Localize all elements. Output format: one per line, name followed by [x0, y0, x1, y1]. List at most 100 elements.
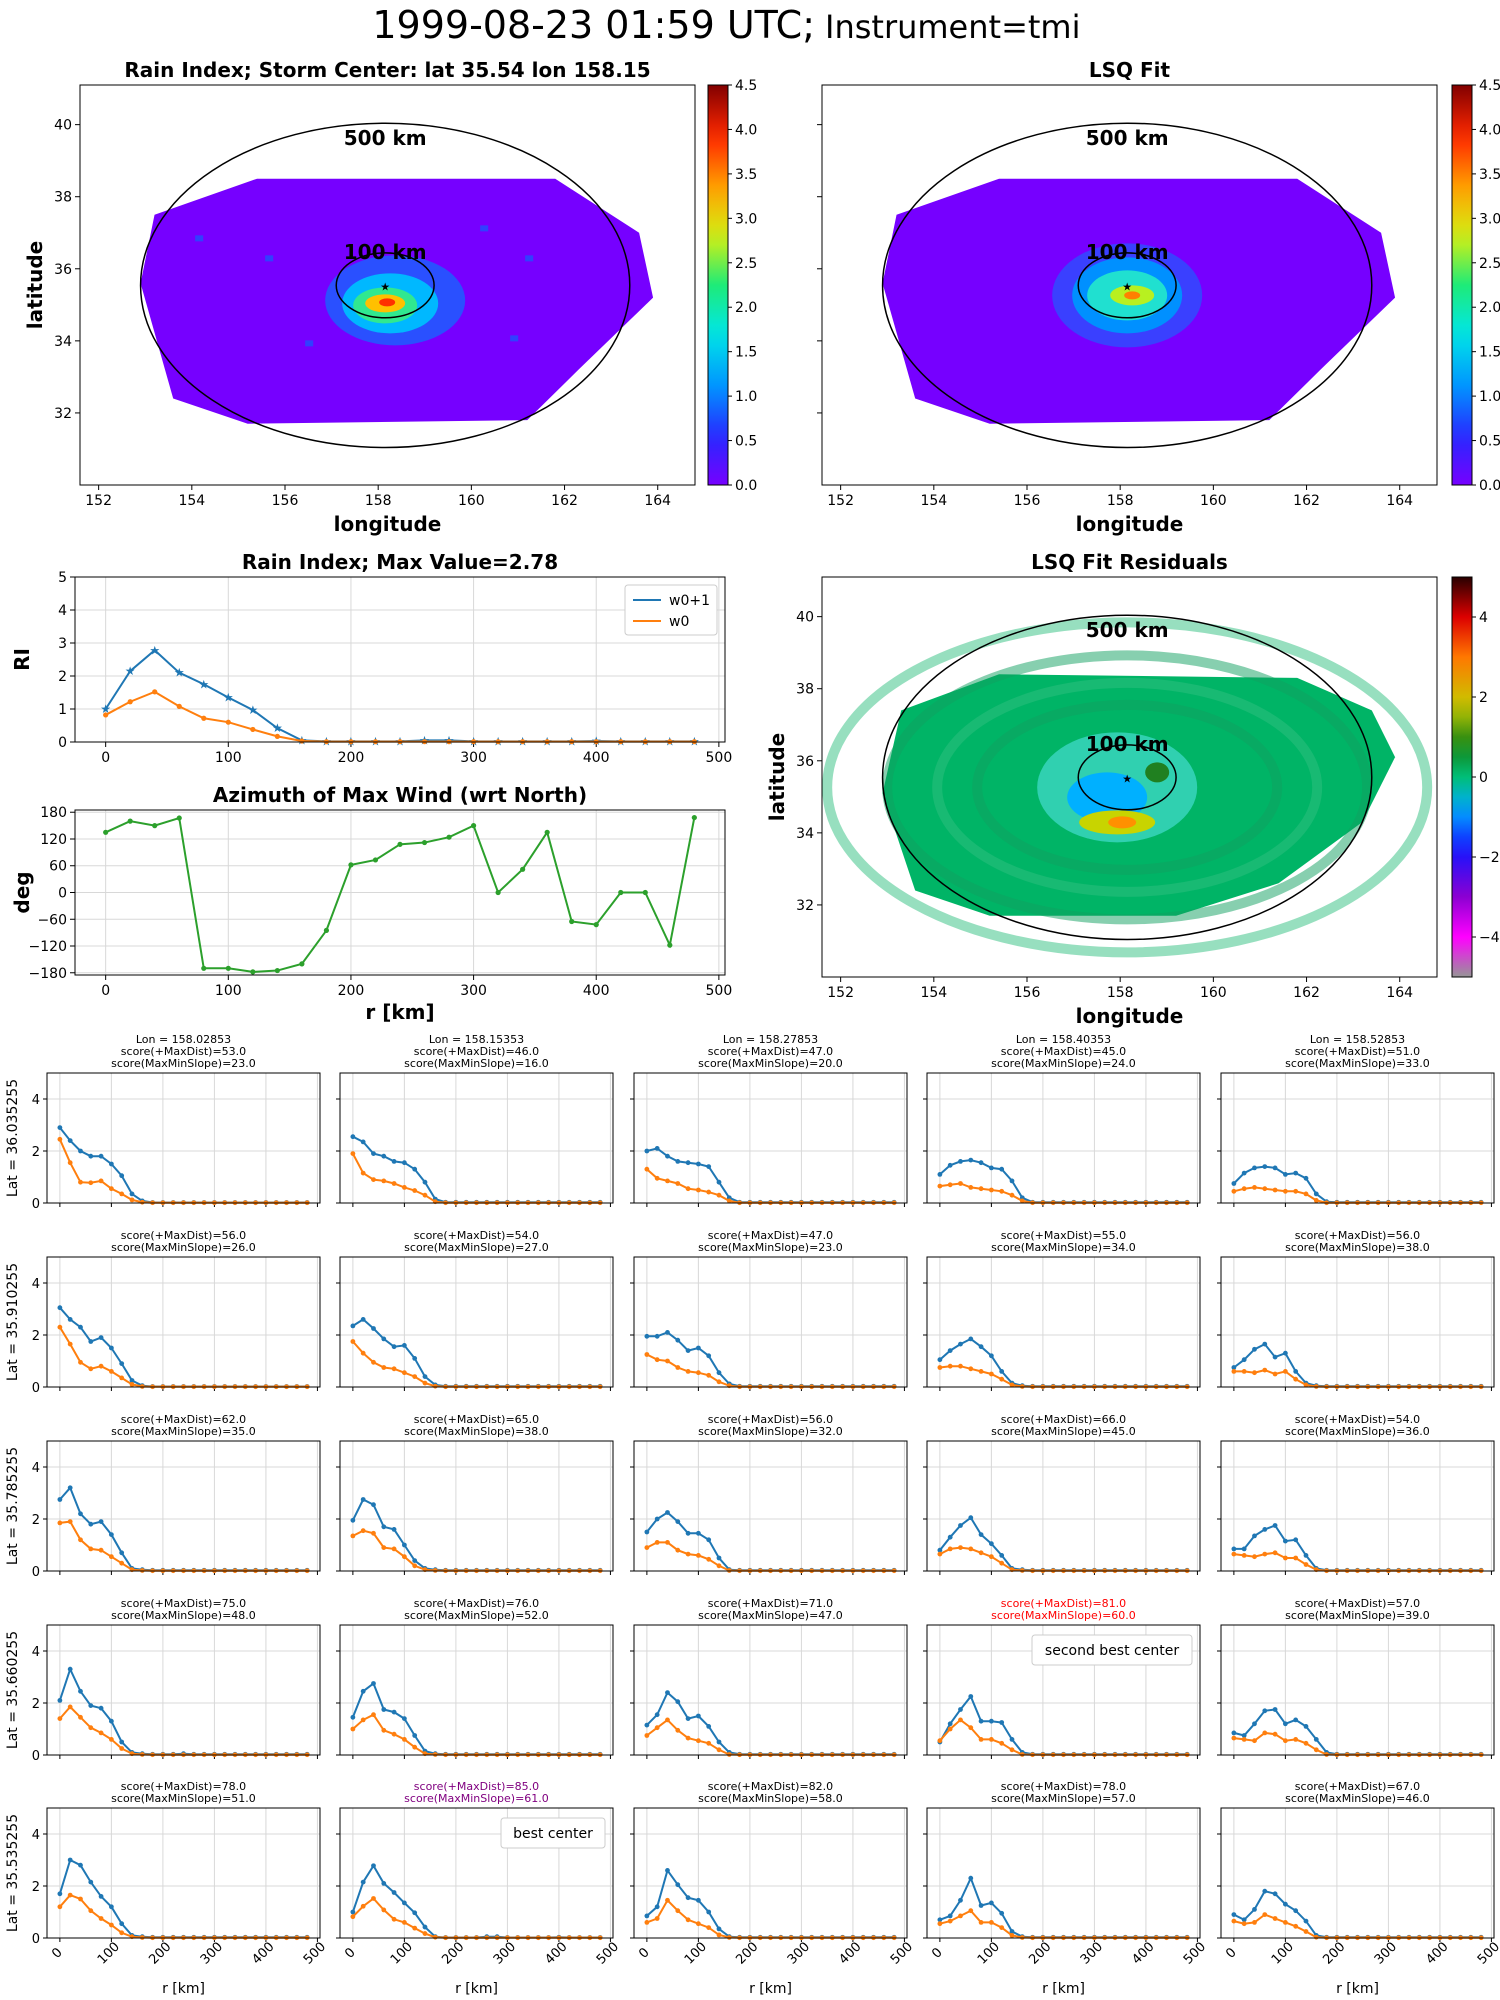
data-point [119, 1560, 125, 1566]
data-point [644, 1722, 650, 1728]
panel-score-maxdist: score(+MaxDist)=56.0 [1295, 1229, 1420, 1242]
plot-frame [339, 1072, 614, 1204]
data-point [675, 1159, 681, 1164]
plot-frame [926, 1072, 1201, 1204]
data-point [88, 1366, 94, 1372]
plot-frame [1220, 1256, 1495, 1388]
data-point [78, 1511, 83, 1517]
data-point [360, 1717, 366, 1723]
data-point [422, 1380, 428, 1386]
data-point [1303, 1175, 1309, 1181]
grid-panel: score(+MaxDist)=65.0score(MaxMinSlope)=3… [336, 1413, 614, 1575]
x-tick-label: 158 [365, 493, 392, 509]
data-point [1303, 1918, 1309, 1924]
panel-score-slope: score(MaxMinSlope)=58.0 [698, 1792, 843, 1805]
x-tick-label: 100 [215, 983, 242, 999]
data-point [978, 1344, 984, 1350]
data-point [1282, 1920, 1288, 1925]
data-point [401, 1716, 407, 1721]
data-point [1231, 1369, 1237, 1374]
data-point [1272, 1916, 1278, 1921]
data-point [1293, 1170, 1299, 1176]
x-tick-label: 500 [706, 983, 733, 999]
data-point [371, 1359, 376, 1365]
data-point [108, 1186, 114, 1192]
data-point [381, 1365, 387, 1370]
data-point [665, 1153, 670, 1159]
x-tick-label: 200 [338, 983, 365, 999]
data-point [999, 1553, 1005, 1558]
data-point [108, 1904, 114, 1910]
data-point [98, 1547, 104, 1553]
data-point [88, 1908, 94, 1914]
data-point [706, 1537, 712, 1543]
data-point [470, 823, 477, 829]
data-point [988, 1353, 994, 1359]
data-point [381, 1545, 387, 1550]
y-tick-label: 2 [32, 1513, 40, 1528]
panel-score-slope: score(MaxMinSlope)=47.0 [698, 1609, 843, 1622]
data-point [1252, 1346, 1257, 1352]
data-point [98, 1363, 104, 1369]
colorbar-tick-label: 0.0 [735, 478, 757, 494]
data-point [1293, 1908, 1299, 1914]
map-panel-2: 500 km 100 km ★ 152 154 156 158 160 162 164 32 34 36… [765, 550, 1500, 1028]
data-point [947, 1162, 953, 1168]
data-point [371, 1712, 376, 1718]
data-point [98, 1335, 104, 1340]
grid-panel: Lon = 158.15353score(+MaxDist)=46.0score… [336, 1033, 614, 1207]
rain-speck [265, 255, 274, 262]
label-100km: 100 km [1086, 240, 1169, 264]
data-point [1252, 1721, 1257, 1727]
data-point [695, 1530, 701, 1536]
data-point [250, 969, 256, 975]
data-point [1293, 1537, 1299, 1543]
residual-ring [972, 699, 1283, 875]
data-point [1252, 1554, 1257, 1560]
data-point [1303, 1929, 1309, 1934]
y-tick-label: 2 [32, 1145, 40, 1160]
data-point [958, 1913, 963, 1919]
panel-score-maxdist: score(+MaxDist)=67.0 [1295, 1780, 1420, 1793]
data-point [654, 1146, 660, 1151]
data-point [129, 1378, 135, 1383]
y-tick-label: 5 [58, 570, 67, 586]
data-point [1241, 1737, 1247, 1742]
data-point [67, 1704, 73, 1710]
plot-frame [339, 1624, 614, 1756]
data-point [1231, 1188, 1237, 1194]
x-tick-label: 0 [101, 983, 110, 999]
data-point [391, 1527, 397, 1532]
grid-panel: score(+MaxDist)=54.0score(MaxMinSlope)=3… [1217, 1413, 1495, 1575]
grid-panel: 0 2 4 Lon = 158.02853score(+MaxDist)=53.0sc… [5, 1033, 321, 1212]
data-point [716, 1926, 722, 1932]
data-point [1019, 1384, 1025, 1389]
data-point [642, 889, 648, 896]
data-point [947, 1918, 953, 1924]
map-plot-area: 500 km 100 km ★ [139, 122, 654, 449]
panel-score-slope: score(MaxMinSlope)=57.0 [991, 1792, 1136, 1805]
panel-lon-title: Lon = 158.15353 [429, 1033, 524, 1046]
data-point [988, 1554, 994, 1560]
x-tick-label: 500 [706, 750, 733, 766]
data-point: ★ [198, 677, 209, 691]
plot-frame [633, 1256, 908, 1388]
data-point [350, 1914, 356, 1920]
plot-frame [339, 1440, 614, 1572]
panel-score-maxdist: score(+MaxDist)=57.0 [1295, 1597, 1420, 1610]
y-tick-label: 36 [54, 262, 72, 278]
data-point: ★ [174, 666, 185, 680]
range-circle-100km [1077, 744, 1177, 811]
data-point [401, 1185, 407, 1190]
plot-frame [46, 1072, 321, 1204]
data-point [947, 1913, 953, 1919]
data-point [1262, 1367, 1268, 1373]
data-point [1252, 1370, 1257, 1376]
map-panel-0: 500 km 100 km ★ 152 154 156 158 160 162 164 32 34 36… [23, 58, 757, 536]
data-point [350, 1134, 356, 1140]
data-point [401, 1160, 407, 1166]
data-point [978, 1550, 984, 1556]
data-point [412, 1563, 418, 1569]
data-point [1252, 1533, 1257, 1539]
x-tick-label: 156 [1014, 985, 1041, 1001]
